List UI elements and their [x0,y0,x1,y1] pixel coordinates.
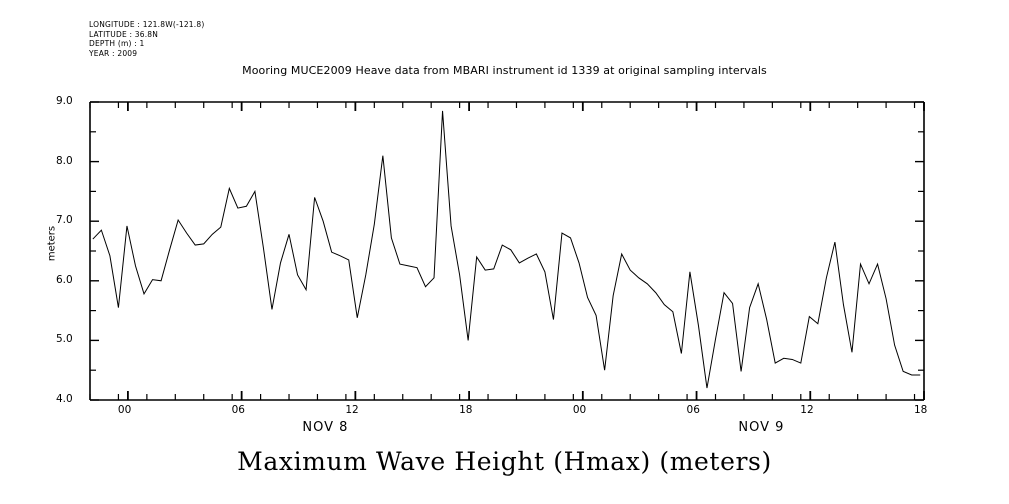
y-tick-label: 6.0 [56,273,73,286]
x-tick-label: 00 [117,404,132,416]
x-axis-day-label: NOV 9 [738,420,785,435]
x-tick-label: 12 [345,404,359,416]
x-tick-label: 06 [686,404,700,416]
y-tick-label: 9.0 [56,95,73,107]
x-tick-label: 18 [914,404,928,416]
station-metadata: LONGITUDE : 121.8W(-121.8) LATITUDE : 36… [89,20,204,58]
wave-height-series [92,110,921,389]
y-tick-label: 8.0 [56,154,73,167]
metadata-longitude: LONGITUDE : 121.8W(-121.8) [89,20,205,29]
x-tick-label: 00 [572,404,587,416]
y-tick-label: 5.0 [56,333,73,346]
x-tick-label: 06 [231,404,245,416]
x-tick-label: 18 [459,404,473,416]
chart-title: Mooring MUCE2009 Heave data from MBARI i… [242,64,767,77]
x-axis-day-label: NOV 8 [302,420,349,435]
x-tick-label: 12 [800,404,814,416]
metadata-latitude: LATITUDE : 36.8N [89,29,159,39]
y-tick-label: 4.0 [56,393,73,405]
metadata-depth: DEPTH (m) : 1 [89,39,145,49]
y-tick-label: 7.0 [56,214,73,227]
chart-caption: Maximum Wave Height (Hmax) (meters) [237,447,772,476]
metadata-year: YEAR : 2009 [89,48,138,58]
